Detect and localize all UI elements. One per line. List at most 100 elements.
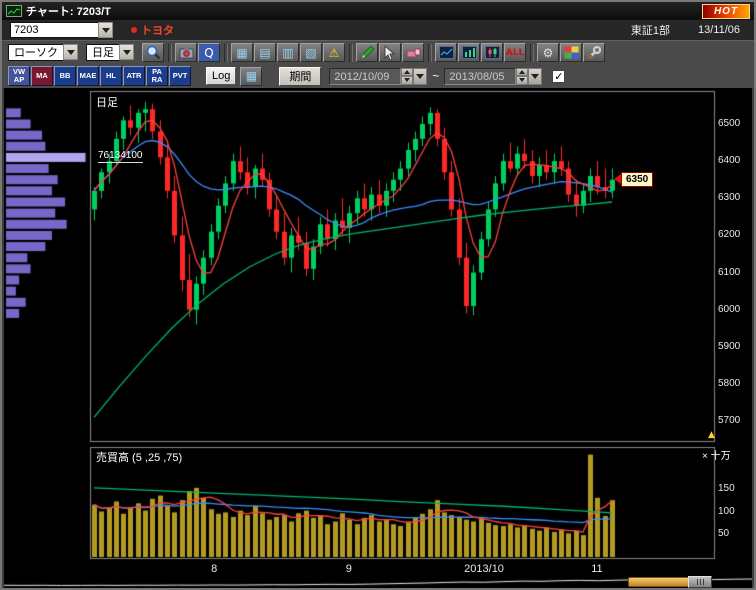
zoom-button[interactable] [142, 43, 164, 62]
symbol-marker-icon [131, 27, 137, 33]
log-scale-button[interactable]: Log [206, 67, 237, 85]
volume-chart-pane: 売買高 (5 ,25 ,75) × 十万 150 100 50 [4, 446, 752, 562]
time-axis-label: 8 [211, 563, 218, 575]
date-from-field[interactable]: 2012/10/09 [329, 67, 402, 85]
overview-strip [4, 576, 752, 588]
time-axis-label: 9 [345, 563, 352, 575]
hot-button[interactable]: HOT [702, 3, 750, 19]
window-title: チャート: 7203/T [26, 6, 111, 18]
mini-candle-chart-button[interactable] [481, 43, 503, 62]
palette-button[interactable] [560, 43, 582, 62]
icon-strip: Q ▦ ▤ ▥ ▧ ⚠ ALL ⚙ [142, 43, 606, 62]
spin-up-icon[interactable] [401, 67, 414, 76]
main-toolbar: ローソク 日足 Q ▦ ▤ ▥ ▧ ⚠ ALL ⚙ [2, 40, 754, 64]
period-button[interactable]: 期間 [279, 66, 322, 86]
indicator-button-pa-ra[interactable]: PA RA [146, 66, 168, 86]
chevron-down-glyph [66, 49, 75, 55]
draw-pencil-button[interactable] [356, 43, 378, 62]
symbol-input[interactable] [10, 22, 98, 38]
volume-at-price-label: 76134100 [98, 150, 143, 163]
time-axis: 8 9 2013/10 11 [4, 562, 752, 576]
toolbar-separator [168, 43, 172, 62]
last-price-value: 6350 [621, 171, 654, 187]
date-to-spinner[interactable] [516, 67, 529, 85]
last-price-tag: 6350 [614, 171, 654, 187]
layout-grid-button[interactable]: ▧ [300, 43, 322, 62]
volume-unit-label: × 十万 [702, 451, 731, 462]
symbol-dropdown-button[interactable] [98, 22, 113, 38]
date-to-dropdown-button[interactable] [528, 67, 543, 85]
volume-axis-label: 150 [718, 482, 735, 494]
indicator-button-mae[interactable]: MAE [77, 66, 99, 86]
check-icon: ✓ [554, 70, 564, 83]
volume-chart-canvas[interactable] [4, 446, 752, 562]
volume-axis-label: 50 [718, 528, 730, 540]
volume-pane-label: 売買高 (5 ,25 ,75) [96, 452, 183, 464]
indicator-button-atr[interactable]: ATR [123, 66, 145, 86]
indicator-button-hl[interactable]: HL [100, 66, 122, 86]
volume-axis-label: 100 [718, 505, 735, 517]
grid-toggle-button[interactable]: ▦ [240, 66, 263, 86]
layout-single-button[interactable]: ▦ [231, 43, 253, 62]
date-from-dropdown-button[interactable] [413, 67, 428, 85]
chevron-down-icon [101, 27, 110, 33]
spin-up-icon[interactable] [516, 67, 529, 76]
indicator-button-bb[interactable]: BB [54, 66, 76, 86]
alert-icon: ⚠ [328, 45, 340, 60]
pane-label: 日足 [96, 97, 118, 109]
settings-button[interactable]: ⚙ [537, 43, 559, 62]
show-all-button[interactable]: ALL [504, 43, 526, 62]
cursor-button[interactable] [379, 43, 401, 62]
tools-button[interactable] [583, 43, 605, 62]
alert-button[interactable]: ⚠ [323, 43, 345, 62]
date-from-spinner[interactable] [401, 67, 414, 85]
timeframe-value: 日足 [86, 44, 119, 61]
overview-canvas[interactable] [4, 576, 752, 588]
date-to-field[interactable]: 2013/08/05 [444, 67, 517, 85]
chevron-down-icon [416, 73, 425, 79]
timeframe-select[interactable]: 日足 [86, 44, 134, 61]
toolbar-separator [428, 43, 432, 62]
price-axis-label: 6400 [718, 155, 741, 167]
layout-cols-button[interactable]: ▥ [277, 43, 299, 62]
layout-rows-button[interactable]: ▤ [254, 43, 276, 62]
period-apply-checkbox[interactable]: ✓ [552, 69, 566, 83]
chart-type-select[interactable]: ローソク [8, 44, 78, 61]
mini-line-chart-button[interactable] [435, 43, 457, 62]
eraser-button[interactable] [402, 43, 424, 62]
quote-search-button[interactable]: Q [198, 43, 220, 62]
toolbar-separator [349, 43, 353, 62]
indicator-button-ma[interactable]: MA [31, 66, 53, 86]
pane-resize-arrow[interactable]: ▲ [708, 430, 715, 440]
indicator-button-vw-ap[interactable]: VW AP [8, 66, 30, 86]
chevron-down-icon [531, 73, 540, 79]
symbol-combo [10, 22, 113, 38]
range-separator: ~ [432, 69, 440, 83]
layout-cols-icon: ▥ [282, 45, 294, 60]
capture-button[interactable] [175, 43, 197, 62]
price-axis-label: 6500 [718, 118, 741, 129]
mini-bar-chart-button[interactable] [458, 43, 480, 62]
toolbar-separator [224, 43, 228, 62]
chevron-down-icon[interactable] [63, 44, 78, 60]
market-label: 東証1部 [630, 25, 670, 37]
indicator-button-pvt[interactable]: PVT [169, 66, 191, 86]
symbol-name: トヨタ [141, 25, 174, 37]
price-axis-label: 5800 [718, 378, 741, 389]
chevron-down-icon[interactable] [119, 44, 134, 60]
spin-down-icon[interactable] [401, 76, 414, 85]
trade-date: 13/11/06 [697, 24, 740, 36]
time-axis-label: 11 [591, 563, 603, 575]
scrollbar-grip[interactable] [688, 576, 712, 588]
spin-down-icon[interactable] [516, 76, 529, 85]
layout-rows-icon: ▤ [259, 45, 271, 60]
layout-single-icon: ▦ [236, 45, 248, 60]
price-chart-pane: 日足 76134100 6350 6500 6400 6300 6200 6100 600… [4, 88, 752, 446]
chart-type-value: ローソク [8, 44, 63, 61]
indicator-toolbar: VW AP MA BB MAE HL ATR PA RA PVT Log ▦ 期間 2012/… [2, 64, 754, 88]
price-chart-canvas[interactable] [4, 88, 752, 446]
toolbar-separator [530, 43, 534, 62]
price-axis-label: 6300 [718, 192, 741, 204]
time-axis-label: 2013/10 [464, 563, 504, 575]
